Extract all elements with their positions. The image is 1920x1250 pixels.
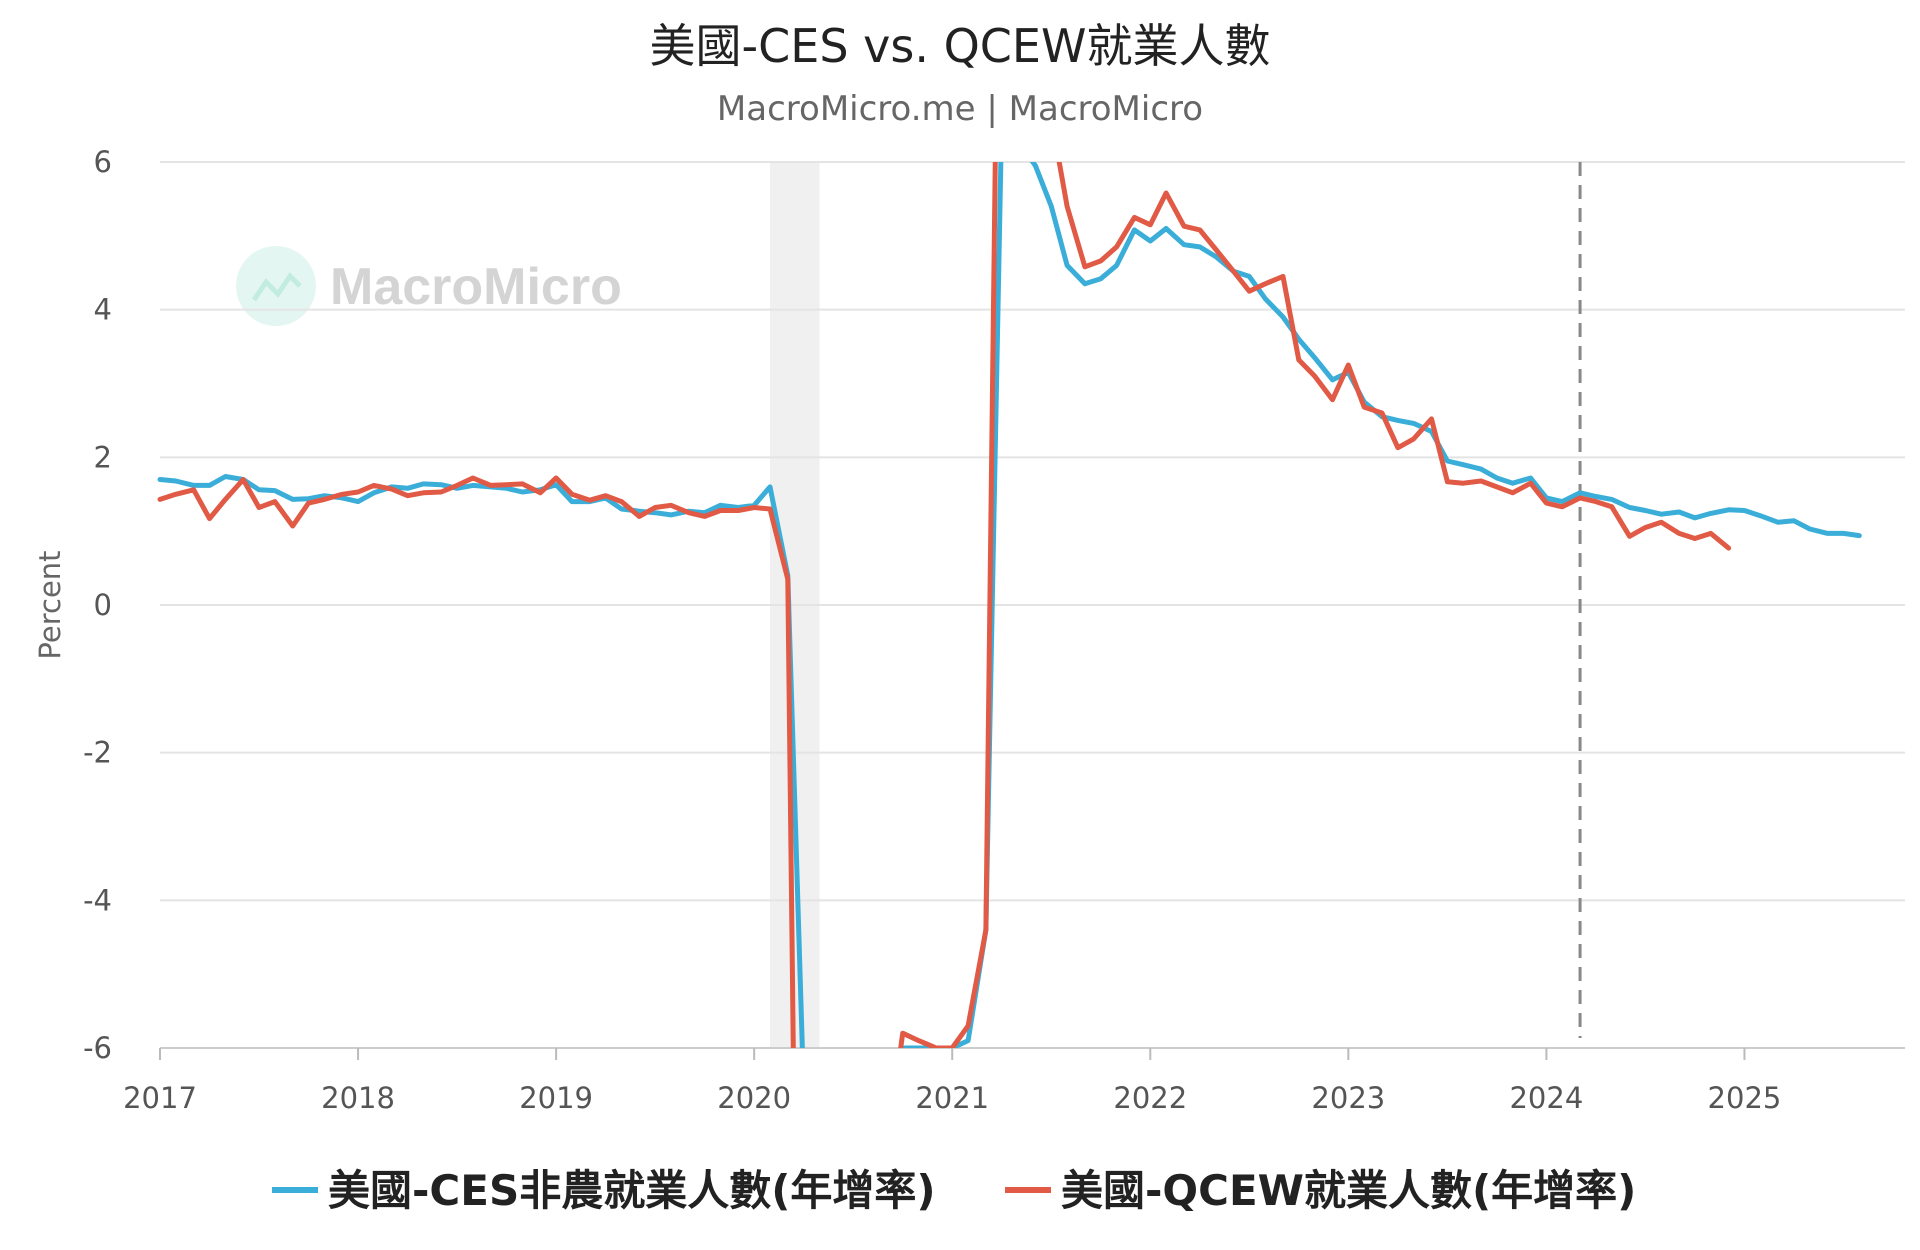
y-tick-label: 6 <box>94 145 112 179</box>
x-tick-label: 2025 <box>1708 1081 1782 1115</box>
y-tick-label: -2 <box>83 736 112 770</box>
watermark-logo-icon <box>236 246 316 326</box>
legend-item-ces[interactable]: 美國-CES非農就業人數(年增率) <box>272 1166 936 1215</box>
y-tick-label: 0 <box>94 588 112 622</box>
x-tick-label: 2017 <box>123 1081 197 1115</box>
x-axis: 2017 2018 2019 2020 2021 2022 2023 2024 2025 <box>123 1047 1905 1115</box>
legend-item-qcew[interactable]: 美國-QCEW就業人數(年增率) <box>1005 1166 1636 1215</box>
series-line-qcew <box>157 162 1732 1048</box>
series-lines <box>157 162 1862 1048</box>
chart-title: 美國-CES vs. QCEW就業人數 <box>650 19 1271 73</box>
y-axis: 6 4 2 0 -2 -4 -6 <box>83 145 112 1065</box>
legend-label-qcew[interactable]: 美國-QCEW就業人數(年增率) <box>1061 1166 1636 1215</box>
x-tick-label: 2021 <box>915 1081 989 1115</box>
x-tick-label: 2022 <box>1113 1081 1187 1115</box>
y-axis-label: Percent <box>33 550 67 659</box>
legend[interactable]: 美國-CES非農就業人數(年增率) 美國-QCEW就業人數(年增率) <box>272 1166 1636 1215</box>
x-tick-label: 2019 <box>519 1081 593 1115</box>
series-line-ces <box>157 162 1862 1048</box>
y-tick-label: -6 <box>83 1031 112 1065</box>
x-tick-label: 2023 <box>1311 1081 1385 1115</box>
y-tick-label: -4 <box>83 883 112 917</box>
x-tick-label: 2020 <box>717 1081 791 1115</box>
chart-subtitle: MacroMicro.me | MacroMicro <box>717 89 1203 129</box>
watermark: MacroMicro <box>236 246 622 326</box>
x-tick-label: 2018 <box>321 1081 395 1115</box>
legend-label-ces[interactable]: 美國-CES非農就業人數(年增率) <box>328 1166 936 1215</box>
y-tick-label: 4 <box>94 293 112 327</box>
x-tick-label: 2024 <box>1509 1081 1583 1115</box>
y-tick-label: 2 <box>94 440 112 474</box>
watermark-logo-mark <box>251 272 302 302</box>
watermark-text: MacroMicro <box>330 258 622 316</box>
